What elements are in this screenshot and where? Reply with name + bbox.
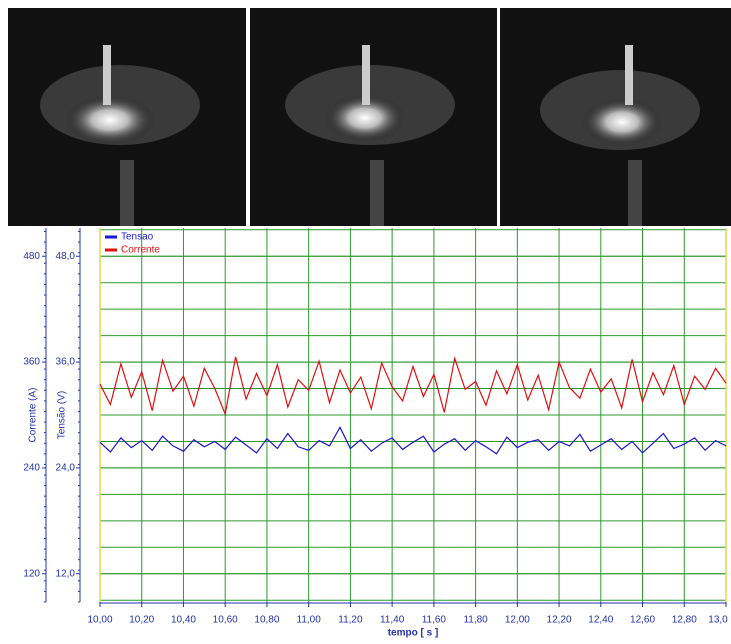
x-tick-label: 13,0 bbox=[708, 615, 728, 626]
x-tick-label: 11,60 bbox=[422, 615, 447, 626]
chart: 12,0 24,0 36,0 48,0 120 240 360 480 Tensão (V) Co… bbox=[23, 228, 728, 639]
y-tick-label: 12,0 bbox=[56, 568, 76, 579]
x-axis-title: tempo [ s ] bbox=[388, 628, 439, 639]
y2-tick-label: 360 bbox=[23, 357, 40, 368]
frame bbox=[250, 8, 497, 226]
x-tick-label: 12,40 bbox=[588, 615, 613, 626]
x-tick-label: 12,60 bbox=[630, 615, 655, 626]
x-tick-label: 10,80 bbox=[254, 615, 279, 626]
series-line bbox=[99, 356, 727, 417]
x-tick-label: 10,00 bbox=[87, 615, 112, 626]
x-tick-label: 11,00 bbox=[297, 615, 322, 626]
frame bbox=[500, 8, 731, 226]
y-tick-label: 36,0 bbox=[56, 357, 76, 368]
series-line bbox=[99, 426, 727, 455]
x-tick-label: 12,00 bbox=[505, 615, 530, 626]
x-tick-label: 11,40 bbox=[380, 615, 405, 626]
y-tick-label: 24,0 bbox=[56, 463, 76, 474]
x-tick-label: 10,20 bbox=[129, 615, 154, 626]
x-tick-label: 10,60 bbox=[213, 615, 238, 626]
frame bbox=[8, 8, 246, 226]
legend-label: Tensao bbox=[121, 232, 154, 243]
x-tick-label: 11,80 bbox=[463, 615, 488, 626]
x-tick-label: 12,80 bbox=[672, 615, 697, 626]
y2-tick-label: 120 bbox=[23, 568, 40, 579]
y2-axis-title: Corrente (A) bbox=[28, 387, 39, 442]
y-axis-title: Tensão (V) bbox=[57, 391, 68, 439]
legend-label: Corrente bbox=[121, 245, 160, 256]
x-tick-label: 12,20 bbox=[547, 615, 572, 626]
y2-tick-label: 480 bbox=[23, 251, 40, 262]
y2-tick-label: 240 bbox=[23, 463, 40, 474]
video-frames bbox=[8, 8, 731, 226]
x-tick-label: 11,20 bbox=[338, 615, 363, 626]
y-tick-label: 48,0 bbox=[56, 251, 76, 262]
x-tick-label: 10,40 bbox=[171, 615, 196, 626]
